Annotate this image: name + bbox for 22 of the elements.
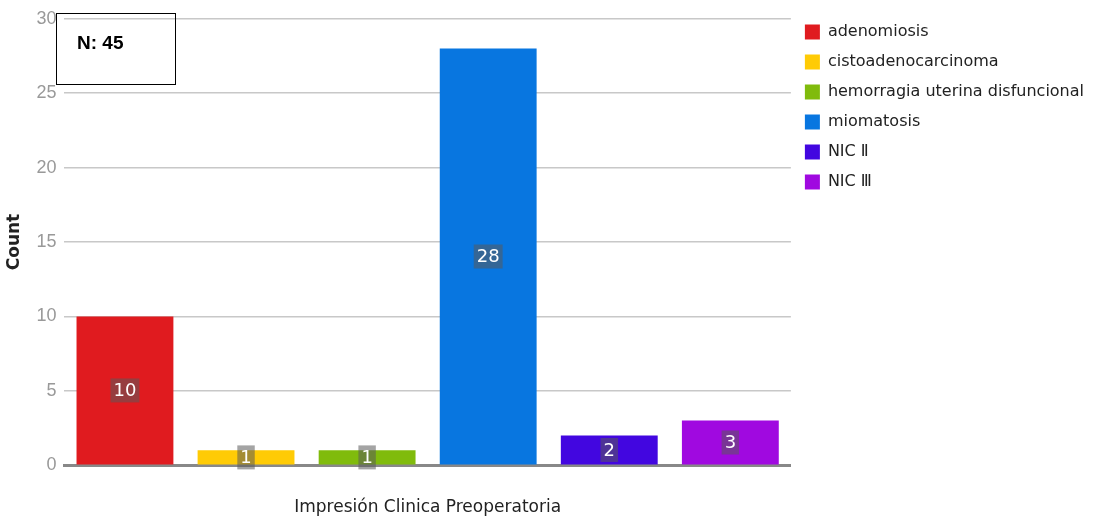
data-label: 2	[603, 438, 615, 460]
legend-label: adenomiosis	[827, 21, 929, 41]
data-label: 10	[113, 379, 137, 401]
x-axis-title: Impresión Clinica Preoperatoria	[294, 496, 562, 517]
y-tick-label: 25	[36, 82, 57, 103]
data-label: 1	[361, 446, 373, 468]
y-tick-label: 15	[36, 230, 57, 251]
y-tick-label: 10	[36, 305, 57, 326]
y-tick-label: 5	[46, 379, 57, 400]
y-axis-title: Count	[2, 213, 23, 271]
data-label: 1	[240, 446, 252, 468]
legend-label: hemorragia uterina disfuncional	[827, 81, 1085, 101]
y-tick-label: 0	[46, 454, 57, 475]
y-tick-label: 20	[36, 156, 57, 177]
legend-label: cistoadenocarcinoma	[827, 51, 999, 71]
legend-label: miomatosis	[827, 111, 921, 131]
legend-label: NIC Ⅲ	[827, 171, 872, 191]
y-tick-label: 30	[36, 7, 57, 28]
legend-label: NIC Ⅱ	[827, 141, 869, 161]
data-label: 28	[476, 245, 500, 267]
data-label: 3	[724, 431, 737, 453]
annotation: N: 45	[56, 13, 176, 85]
